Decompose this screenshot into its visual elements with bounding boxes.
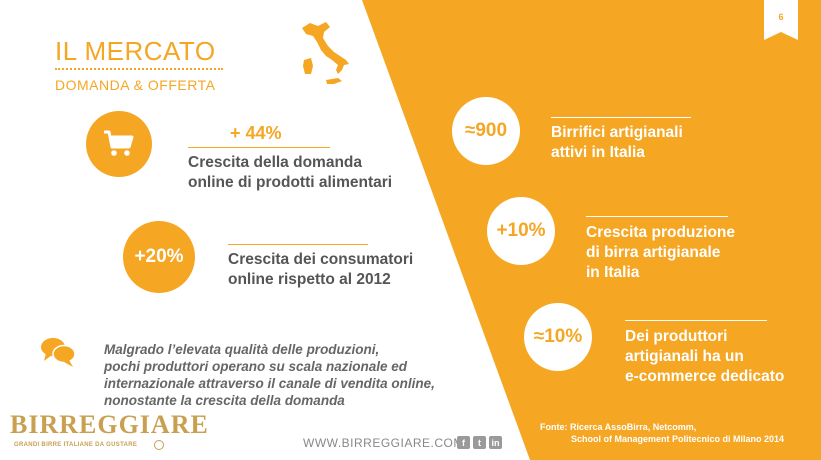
stat-divider	[188, 147, 330, 148]
source-note: Fonte: Ricerca AssoBirra, Netcomm, Schoo…	[540, 422, 785, 444]
logo-seal-icon	[154, 440, 164, 450]
birreggiare-logo: BIRREGGIARE GRANDI BIRRE ITALIANE DA GUS…	[8, 410, 208, 456]
logo-name: BIRREGGIARE	[10, 410, 209, 439]
stat-divider	[625, 320, 767, 321]
facebook-icon[interactable]: f	[457, 436, 470, 449]
page-number: 6	[778, 12, 784, 22]
italy-map-icon	[302, 22, 349, 84]
stat-production-circle: +10%	[487, 197, 555, 265]
page-number-badge	[764, 0, 798, 40]
website-link[interactable]: WWW.BIRREGGIARE.COM	[303, 436, 464, 450]
stat-breweries-desc: Birrifici artigianali attivi in Italia	[551, 124, 683, 161]
cart-circle	[86, 111, 152, 177]
stat-production-desc: Crescita produzione di birra artigianale…	[586, 224, 735, 281]
stat-online-demand-value: + 44%	[230, 123, 282, 143]
page-title: IL MERCATO	[55, 36, 216, 66]
twitter-icon[interactable]: t	[473, 436, 486, 449]
stat-divider	[551, 117, 691, 118]
page-subtitle: DOMANDA & OFFERTA	[55, 77, 216, 93]
speech-bubbles-icon	[41, 338, 76, 367]
stat-divider	[586, 216, 728, 217]
shopping-cart-icon	[104, 130, 134, 156]
stat-ecommerce-circle: ≈10%	[524, 303, 592, 371]
stat-consumers-desc: Crescita dei consumatori online rispetto…	[228, 251, 414, 288]
social-icons: f t in	[457, 436, 502, 449]
stat-ecommerce-desc: Dei produttori artigianali ha un e-comme…	[625, 328, 785, 385]
stat-divider	[228, 244, 368, 245]
stat-consumers-circle: +20%	[123, 221, 195, 293]
stat-online-demand-desc: Crescita della domanda online di prodott…	[188, 154, 393, 191]
logo-tagline: GRANDI BIRRE ITALIANE DA GUSTARE	[14, 442, 138, 448]
stat-breweries-circle: ≈900	[452, 97, 520, 165]
title-divider	[55, 68, 223, 70]
market-note: Malgrado l’elevata qualità delle produzi…	[104, 342, 435, 408]
linkedin-icon[interactable]: in	[489, 436, 502, 449]
